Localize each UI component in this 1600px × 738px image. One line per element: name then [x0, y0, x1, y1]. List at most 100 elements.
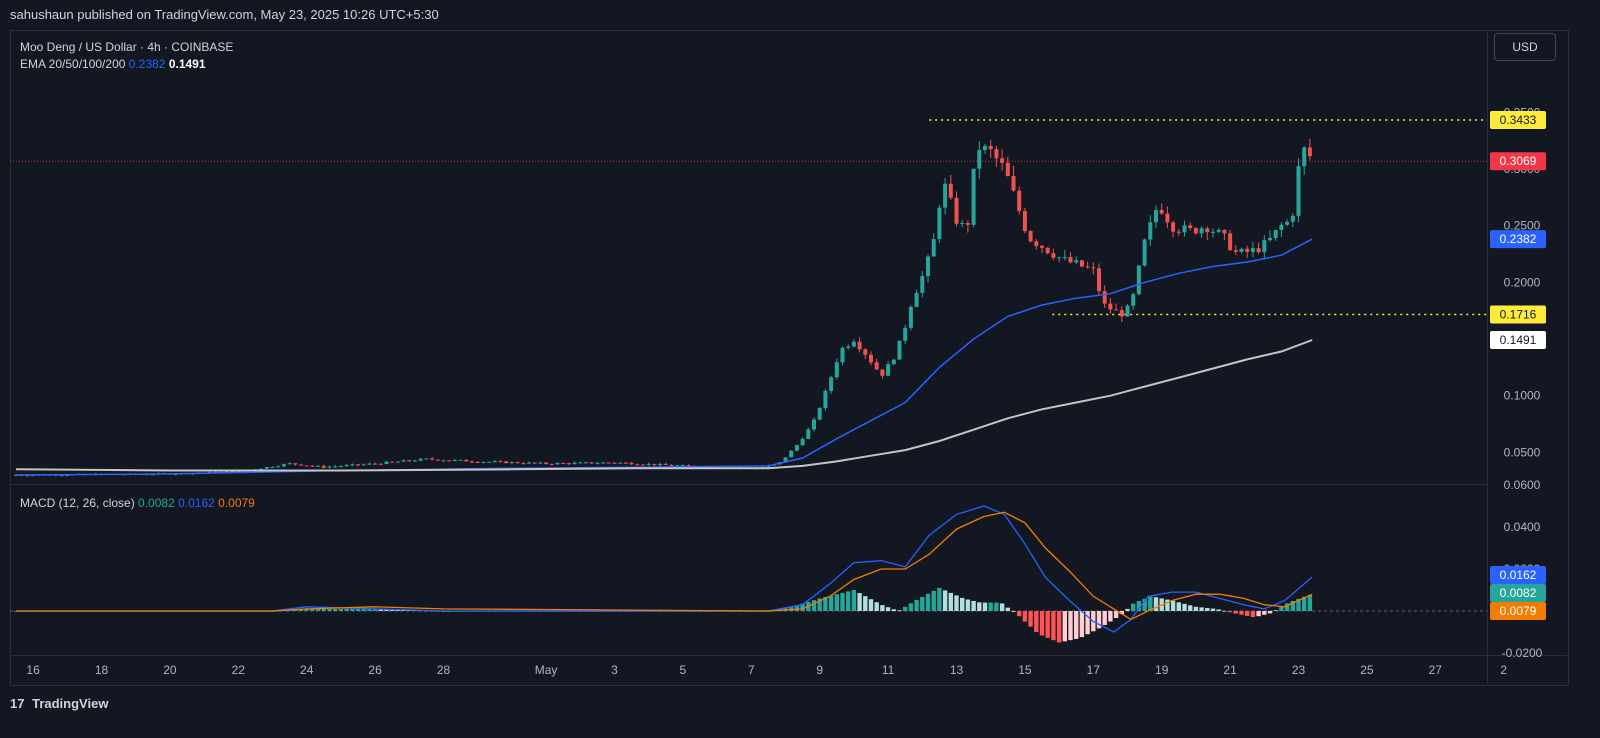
- candle-body: [1125, 305, 1130, 317]
- candle-body: [25, 475, 30, 477]
- candle-body: [829, 377, 834, 391]
- price-badge-bg: [1490, 230, 1546, 249]
- candle-body: [338, 466, 343, 468]
- candle-body: [840, 347, 845, 363]
- time-tick-label: 13: [950, 663, 964, 677]
- candle-body: [544, 462, 549, 464]
- symbol-legend[interactable]: Moo Deng / US Dollar · 4h · COINBASE: [20, 40, 233, 54]
- candle-body: [1211, 231, 1215, 233]
- candle-body: [281, 464, 286, 467]
- candle-body: [857, 341, 862, 350]
- candle-body: [475, 461, 480, 463]
- macd-bar: [1256, 611, 1261, 617]
- price-tick-label: 0.2000: [1504, 275, 1541, 289]
- macd-bar: [298, 609, 304, 611]
- candle-body: [481, 461, 486, 463]
- macd-bar: [1296, 598, 1301, 611]
- macd-bar: [965, 599, 971, 611]
- candle-body: [926, 256, 930, 277]
- candles-group: [14, 138, 1312, 477]
- candle-body: [452, 459, 457, 461]
- macd-bar: [1096, 611, 1102, 629]
- candle-body: [584, 462, 588, 464]
- macd-bar: [1028, 611, 1033, 627]
- macd-bar: [378, 609, 383, 611]
- candle-body: [977, 150, 982, 169]
- candle-body: [356, 464, 360, 466]
- macd-bar: [1302, 596, 1307, 611]
- ema-legend[interactable]: EMA 20/50/100/200 0.2382 0.1491: [20, 57, 206, 71]
- candle-body: [578, 462, 583, 464]
- macd-legend[interactable]: MACD (12, 26, close) 0.0082 0.0162 0.007…: [20, 496, 255, 510]
- chart-frame[interactable]: [10, 30, 1569, 686]
- macd-bar: [1222, 610, 1227, 612]
- price-badge-bg: [1490, 331, 1546, 350]
- macd-bar: [1102, 611, 1107, 625]
- candle-body: [424, 458, 429, 460]
- macd-bar: [310, 608, 315, 611]
- macd-bar: [1119, 611, 1124, 615]
- macd-bar: [1085, 611, 1090, 635]
- candle-body: [1302, 147, 1307, 167]
- candle-body: [1062, 257, 1067, 259]
- candle-body: [794, 445, 799, 451]
- candle-body: [908, 306, 913, 328]
- candle-body: [1148, 222, 1153, 240]
- macd-bar: [1142, 598, 1147, 611]
- candle-body: [937, 207, 942, 240]
- candle-body: [447, 460, 452, 462]
- candle-body: [663, 463, 668, 465]
- time-tick-label: 27: [1429, 663, 1443, 677]
- candle-body: [1268, 237, 1272, 241]
- macd-bar: [1051, 611, 1056, 641]
- candle-body: [236, 471, 241, 473]
- macd-tick-label: -0.0200: [1502, 646, 1543, 660]
- macd-bar: [333, 608, 338, 611]
- time-tick-label: 19: [1155, 663, 1169, 677]
- price-badge-text: 0.2382: [1500, 232, 1537, 246]
- macd-bar: [982, 602, 988, 611]
- candle-body: [470, 461, 474, 463]
- macd-bar: [1136, 600, 1142, 611]
- candle-body: [789, 450, 794, 458]
- publish-bar: sahushaun published on TradingView.com, …: [0, 0, 1600, 30]
- candle-body: [1000, 158, 1005, 163]
- candle-body: [1108, 303, 1113, 310]
- macd-bar: [851, 590, 857, 611]
- macd-bar: [1170, 600, 1176, 611]
- candle-body: [1074, 260, 1079, 263]
- macd-bar: [315, 608, 321, 611]
- macd-bar: [846, 591, 851, 611]
- price-badge-text: 0.1491: [1500, 333, 1537, 347]
- candle-body: [378, 463, 383, 465]
- time-tick-label: 25: [1360, 663, 1374, 677]
- candle-body: [1228, 233, 1233, 251]
- macd-bar: [384, 609, 389, 611]
- candle-body: [515, 462, 520, 464]
- candle-body: [492, 461, 497, 463]
- macd-bar: [1005, 607, 1010, 611]
- macd-bar: [1262, 611, 1267, 615]
- candle-body: [1114, 309, 1119, 311]
- macd-bar: [338, 608, 344, 611]
- macd-bar: [1233, 611, 1238, 614]
- candle-body: [1279, 224, 1284, 230]
- macd-bar: [1079, 611, 1085, 638]
- candle-body: [555, 463, 560, 465]
- macd-bar: [1045, 611, 1050, 638]
- macd-line-value: 0.0162: [178, 496, 215, 510]
- candle-body: [1154, 210, 1158, 223]
- currency-button[interactable]: USD: [1494, 33, 1556, 61]
- macd-bar: [1267, 611, 1273, 614]
- candle-body: [1051, 253, 1056, 258]
- candle-body: [1005, 162, 1010, 177]
- price-tick-label: 0.2500: [1504, 219, 1541, 233]
- candle-body: [173, 474, 178, 476]
- candle-body: [464, 459, 469, 462]
- ema-value-2: 0.1491: [168, 57, 206, 71]
- macd-bar: [857, 593, 862, 611]
- macd-bar: [361, 608, 366, 611]
- macd-badge-bg: [1490, 566, 1546, 584]
- candle-body: [618, 462, 623, 464]
